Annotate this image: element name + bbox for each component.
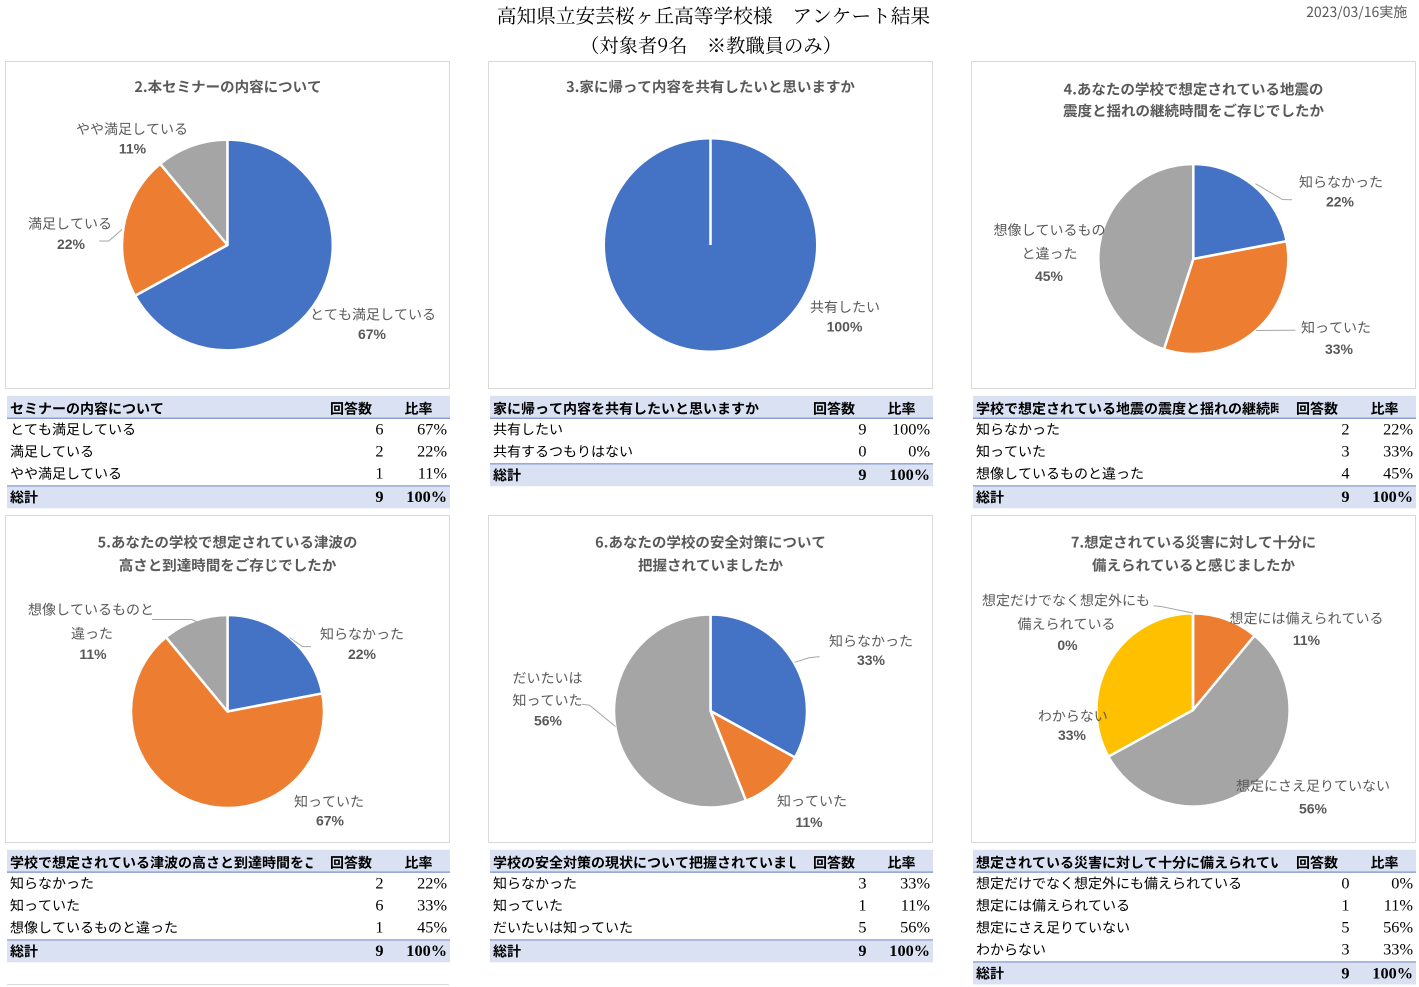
svg-text:0: 0 xyxy=(1341,873,1349,892)
svg-text:5: 5 xyxy=(1341,918,1349,937)
svg-text:9: 9 xyxy=(375,941,383,960)
svg-text:5: 5 xyxy=(858,918,866,937)
svg-text:22%: 22% xyxy=(1383,419,1413,438)
svg-text:22%: 22% xyxy=(417,441,447,460)
svg-text:22%: 22% xyxy=(1326,194,1355,210)
svg-text:11%: 11% xyxy=(119,141,147,157)
svg-text:9: 9 xyxy=(375,487,383,506)
svg-text:11%: 11% xyxy=(1384,895,1413,914)
svg-text:11%: 11% xyxy=(1293,632,1321,648)
svg-text:100%: 100% xyxy=(406,487,447,506)
svg-text:3: 3 xyxy=(858,873,866,892)
svg-text:100%: 100% xyxy=(889,941,930,960)
svg-text:33%: 33% xyxy=(1325,341,1354,357)
svg-text:9: 9 xyxy=(1341,963,1349,982)
svg-text:33%: 33% xyxy=(1383,940,1413,959)
svg-text:2: 2 xyxy=(1341,419,1349,438)
svg-text:9: 9 xyxy=(858,419,866,438)
svg-text:45%: 45% xyxy=(1383,464,1413,483)
svg-text:100%: 100% xyxy=(827,319,863,335)
svg-text:11%: 11% xyxy=(418,464,447,483)
svg-text:45%: 45% xyxy=(417,918,447,937)
svg-text:22%: 22% xyxy=(348,646,377,662)
svg-text:3: 3 xyxy=(1341,940,1349,959)
svg-text:11%: 11% xyxy=(901,895,930,914)
svg-text:56%: 56% xyxy=(900,918,930,937)
svg-text:11%: 11% xyxy=(79,646,107,662)
svg-text:33%: 33% xyxy=(900,873,930,892)
svg-text:1: 1 xyxy=(858,895,866,914)
svg-text:9: 9 xyxy=(858,465,866,484)
svg-text:1: 1 xyxy=(375,918,383,937)
svg-text:9: 9 xyxy=(1341,487,1349,506)
svg-text:56%: 56% xyxy=(1383,918,1413,937)
svg-text:33%: 33% xyxy=(417,895,447,914)
svg-text:1: 1 xyxy=(375,464,383,483)
svg-text:22%: 22% xyxy=(417,873,447,892)
svg-text:4: 4 xyxy=(1341,464,1349,483)
svg-text:6: 6 xyxy=(375,895,383,914)
svg-text:67%: 67% xyxy=(358,326,387,342)
svg-text:45%: 45% xyxy=(1035,268,1064,284)
svg-text:2: 2 xyxy=(375,873,383,892)
svg-text:33%: 33% xyxy=(1058,727,1087,743)
svg-text:1: 1 xyxy=(1341,895,1349,914)
svg-text:33%: 33% xyxy=(1383,441,1413,460)
svg-text:0%: 0% xyxy=(1391,873,1413,892)
svg-text:67%: 67% xyxy=(417,419,447,438)
svg-text:9: 9 xyxy=(858,941,866,960)
svg-text:100%: 100% xyxy=(1372,487,1413,506)
svg-text:0: 0 xyxy=(858,441,866,460)
svg-text:56%: 56% xyxy=(534,713,563,729)
svg-text:0%: 0% xyxy=(908,441,930,460)
svg-text:11%: 11% xyxy=(795,814,823,830)
svg-text:33%: 33% xyxy=(857,652,886,668)
svg-text:56%: 56% xyxy=(1299,801,1328,817)
svg-text:3: 3 xyxy=(1341,441,1349,460)
svg-text:2: 2 xyxy=(375,441,383,460)
svg-text:100%: 100% xyxy=(889,465,930,484)
svg-text:6: 6 xyxy=(375,419,383,438)
svg-text:100%: 100% xyxy=(892,419,930,438)
svg-text:100%: 100% xyxy=(1372,963,1413,982)
svg-text:0%: 0% xyxy=(1057,637,1078,653)
svg-text:100%: 100% xyxy=(406,941,447,960)
svg-text:22%: 22% xyxy=(57,236,86,252)
svg-text:67%: 67% xyxy=(316,813,345,829)
